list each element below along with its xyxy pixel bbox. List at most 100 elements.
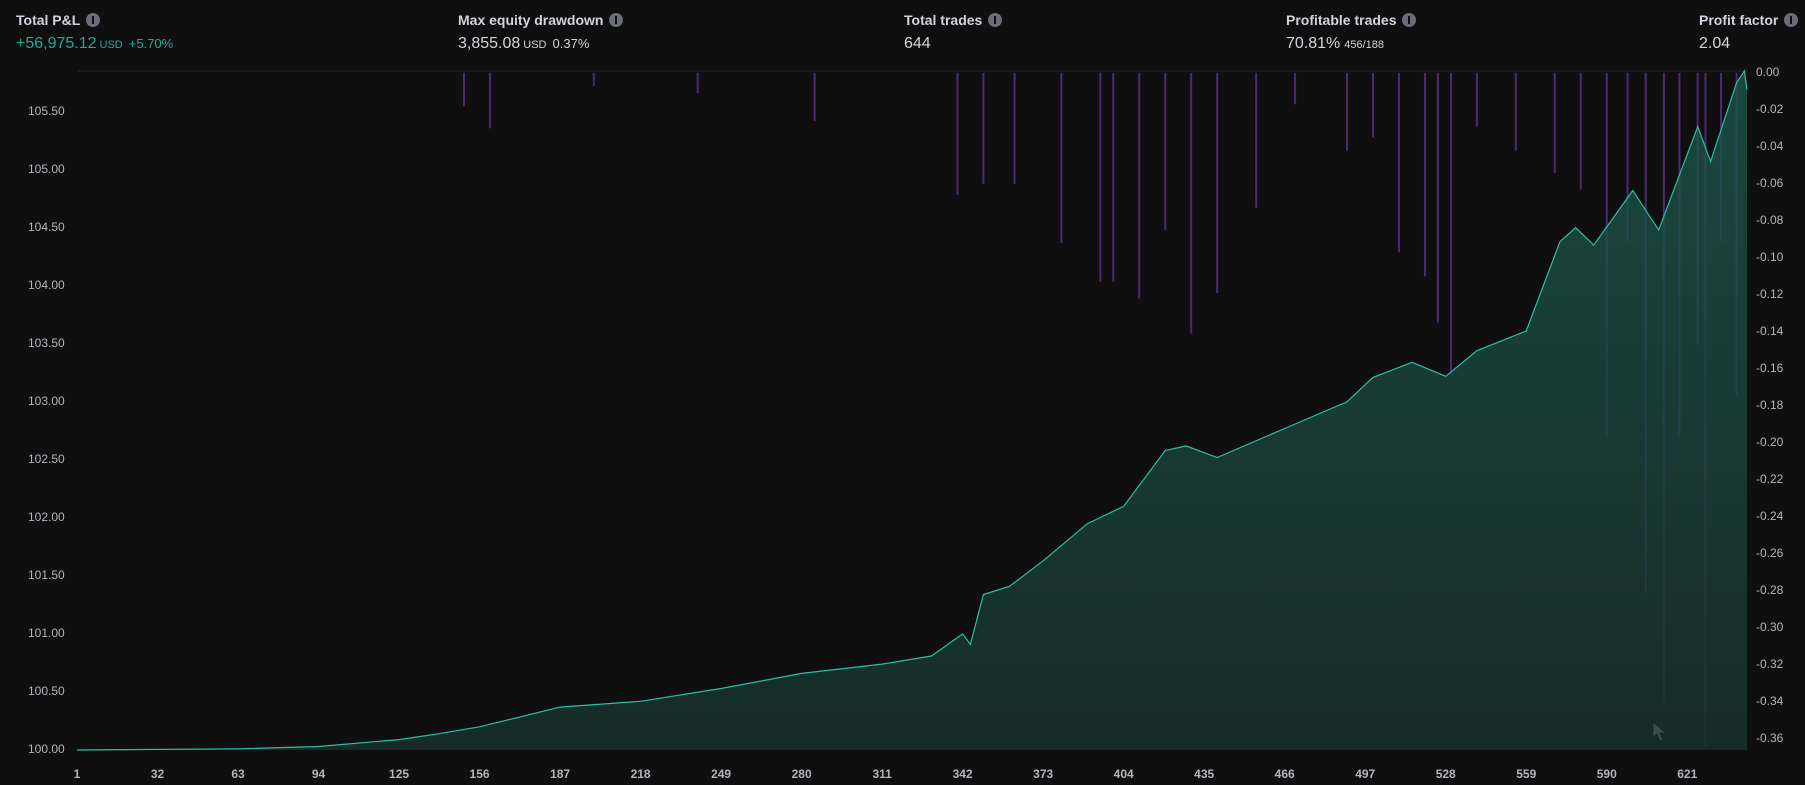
x-tick-label: 435 [1194,767,1214,781]
y-tick-label: 104.00 [28,278,65,292]
stat: Max equity drawdown 3,855.08 USD 0.37% [458,12,624,53]
stat-value-row: 2.04 [1699,35,1798,53]
x-tick-label: 311 [872,767,892,781]
drawdown-bar [1255,72,1258,208]
y-tick-label: 102.00 [28,510,65,524]
y2-tick-label: -0.30 [1756,620,1784,634]
drawdown-bar [462,72,465,107]
stat-value: 2.04 [1699,35,1731,52]
y2-tick-label: -0.26 [1756,546,1784,560]
stat-label-row: Total trades [904,12,1003,28]
drawdown-bar [1346,72,1349,151]
drawdown-bar [592,72,595,86]
info-icon[interactable] [609,13,624,27]
stat-label-row: Profit factor [1699,12,1799,28]
y2-tick-label: -0.04 [1756,139,1784,153]
stat-label: Total trades [904,12,983,28]
x-tick-label: 249 [711,767,731,781]
stat-unit: USD [523,39,547,51]
y2-tick-label: -0.12 [1756,287,1784,301]
stat: Total P&L +56,975.12 USD +5.70% [16,12,173,53]
y2-tick-label: -0.24 [1756,509,1784,523]
y-tick-label: 104.50 [28,220,65,234]
drawdown-bar [1112,72,1115,282]
info-icon[interactable] [1784,13,1799,27]
drawdown-bar [956,72,959,195]
stat-value-row: 70.81% 456/188 [1286,35,1416,53]
drawdown-bar [1579,72,1582,190]
y2-tick-label: -0.28 [1756,583,1784,597]
drawdown-bar [813,72,816,121]
stat-label-row: Profitable trades [1286,12,1417,28]
y-tick-label: 100.00 [28,742,65,756]
x-tick-label: 621 [1677,767,1697,781]
stat-value-row: +56,975.12 USD +5.70% [16,35,173,53]
drawdown-bar [1449,72,1452,375]
x-tick-label: 528 [1436,767,1456,781]
info-icon[interactable] [86,13,101,27]
info-icon[interactable] [988,13,1003,27]
stat-value: +56,975.12 [16,35,97,52]
y2-tick-label: -0.08 [1756,213,1784,227]
y-tick-label: 103.00 [28,394,65,408]
y2-tick-label: -0.06 [1756,176,1784,190]
y2-tick-label: -0.20 [1756,435,1784,449]
y2-tick-label: -0.36 [1756,731,1784,745]
x-tick-label: 187 [550,767,570,781]
stat-label: Max equity drawdown [458,12,604,28]
stat-label-row: Total P&L [16,12,173,28]
drawdown-bar [696,72,699,94]
y-tick-label: 101.50 [28,568,65,582]
stat-change: +5.70% [128,36,174,51]
stat: Profitable trades 70.81% 456/188 [1286,12,1417,53]
stat-label: Profit factor [1699,12,1779,28]
equity-layer [76,69,1748,751]
y2-tick-label: -0.10 [1756,250,1784,264]
y-tick-label: 100.50 [28,684,65,698]
x-tick-label: 373 [1033,767,1053,781]
stat-label: Total P&L [16,12,81,28]
x-tick-label: 280 [792,767,812,781]
x-tick-label: 466 [1275,767,1295,781]
y2-tick-label: -0.32 [1756,657,1784,671]
equity-line [76,69,1748,751]
info-icon[interactable] [1402,13,1417,27]
drawdown-bar [1475,72,1478,127]
stat-value-row: 3,855.08 USD 0.37% [458,35,623,53]
y2-tick-label: -0.22 [1756,472,1784,486]
y2-tick-label: -0.16 [1756,361,1784,375]
drawdown-bar [1626,72,1629,242]
drawdown-bar [1294,72,1297,105]
stat: Total trades 644 [904,12,1003,53]
x-tick-label: 63 [231,767,245,781]
x-tick-label: 32 [151,767,165,781]
stat-change: 0.37% [552,36,590,51]
x-tick-label: 559 [1516,767,1536,781]
drawdown-bar [1423,72,1426,277]
y-tick-label: 103.50 [28,336,65,350]
x-tick-label: 125 [389,767,409,781]
x-tick-label: 404 [1114,767,1134,781]
x-tick-label: 94 [312,767,326,781]
y-tick-label: 105.00 [28,162,65,176]
drawdown-bar [488,72,491,129]
y-tick-label: 105.50 [28,104,65,118]
stat-value: 644 [904,35,931,52]
drawdown-bar [1138,72,1141,299]
stat-change: 456/188 [1344,39,1385,51]
stat-unit: USD [99,39,123,51]
x-tick-label: 156 [470,767,490,781]
stat-label: Profitable trades [1286,12,1397,28]
drawdown-bar [1164,72,1167,231]
y2-tick-label: -0.02 [1756,102,1784,116]
stat-label-row: Max equity drawdown [458,12,624,28]
drawdown-bar [1436,72,1439,323]
x-tick-label: 342 [953,767,973,781]
drawdown-bar [1514,72,1517,151]
y-tick-label: 101.00 [28,626,65,640]
y2-tick-label: -0.34 [1756,694,1784,708]
drawdown-bar [1216,72,1219,294]
stat-value: 3,855.08 [458,35,521,52]
stat-value: 70.81% [1286,35,1341,52]
